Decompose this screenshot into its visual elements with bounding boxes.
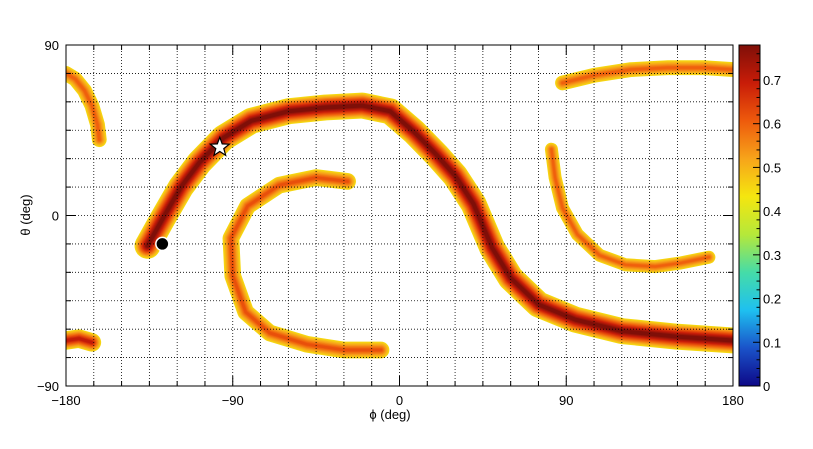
top-right-band	[555, 60, 733, 91]
top-right-band-layer	[561, 66, 733, 84]
right-crescent-layer	[550, 148, 710, 268]
colorbar-tick-label: 0.7	[763, 73, 781, 88]
left-top-band	[66, 66, 107, 148]
right-crescent-layer	[544, 142, 716, 274]
colorbar-tick-label: 0.1	[763, 335, 781, 350]
x-tick-label: −90	[222, 393, 244, 408]
right-crescent-layer	[549, 147, 711, 269]
y-tick-label: 0	[52, 209, 59, 224]
right-crescent-layer	[547, 145, 713, 271]
x-tick-label: 0	[396, 393, 403, 408]
heatmap-bands	[66, 60, 733, 359]
right-crescent-layer	[545, 143, 715, 273]
left-top-band-layer	[66, 72, 101, 141]
colorbar-tick-label: 0.3	[763, 248, 781, 263]
x-tick-label: −180	[51, 393, 80, 408]
left-bottom-band	[66, 329, 102, 352]
right-crescent-layer	[548, 146, 712, 270]
x-axis-label: ϕ (deg)	[369, 407, 410, 422]
right-crescent-layer	[546, 144, 714, 272]
grid-lines	[66, 45, 733, 386]
colorbar-tick-label: 0.5	[763, 160, 781, 175]
left-bottom-band-layer	[66, 337, 94, 344]
y-axis-label: θ (deg)	[18, 194, 33, 235]
center-crescent	[222, 169, 390, 359]
colorbar-scale	[738, 44, 761, 387]
main-band	[134, 92, 733, 354]
x-tick-label: 90	[559, 393, 573, 408]
markers	[155, 135, 231, 252]
colorbar-tick-label: 0.4	[763, 204, 781, 219]
colorbar-tick-label: 0.6	[763, 117, 781, 132]
colorbar-tick-label: 0.2	[763, 292, 781, 307]
colorbar: 0 0.1 0.2 0.3 0.4 0.5 0.6 0.7	[738, 44, 781, 394]
x-tick-label: 180	[722, 393, 744, 408]
right-crescent-layer	[545, 143, 715, 273]
right-crescent-layer	[549, 147, 711, 269]
colorbar-tick-label: 0	[763, 379, 770, 394]
right-crescent-layer	[546, 144, 714, 272]
right-crescent-layer	[547, 145, 713, 271]
circle-marker	[155, 236, 170, 252]
y-tick-label: −90	[37, 379, 59, 394]
right-crescent	[544, 142, 716, 274]
y-tick-label: 90	[45, 38, 59, 53]
star-marker	[208, 135, 231, 157]
main-band-layer	[145, 103, 733, 343]
right-crescent-layer	[548, 146, 712, 270]
